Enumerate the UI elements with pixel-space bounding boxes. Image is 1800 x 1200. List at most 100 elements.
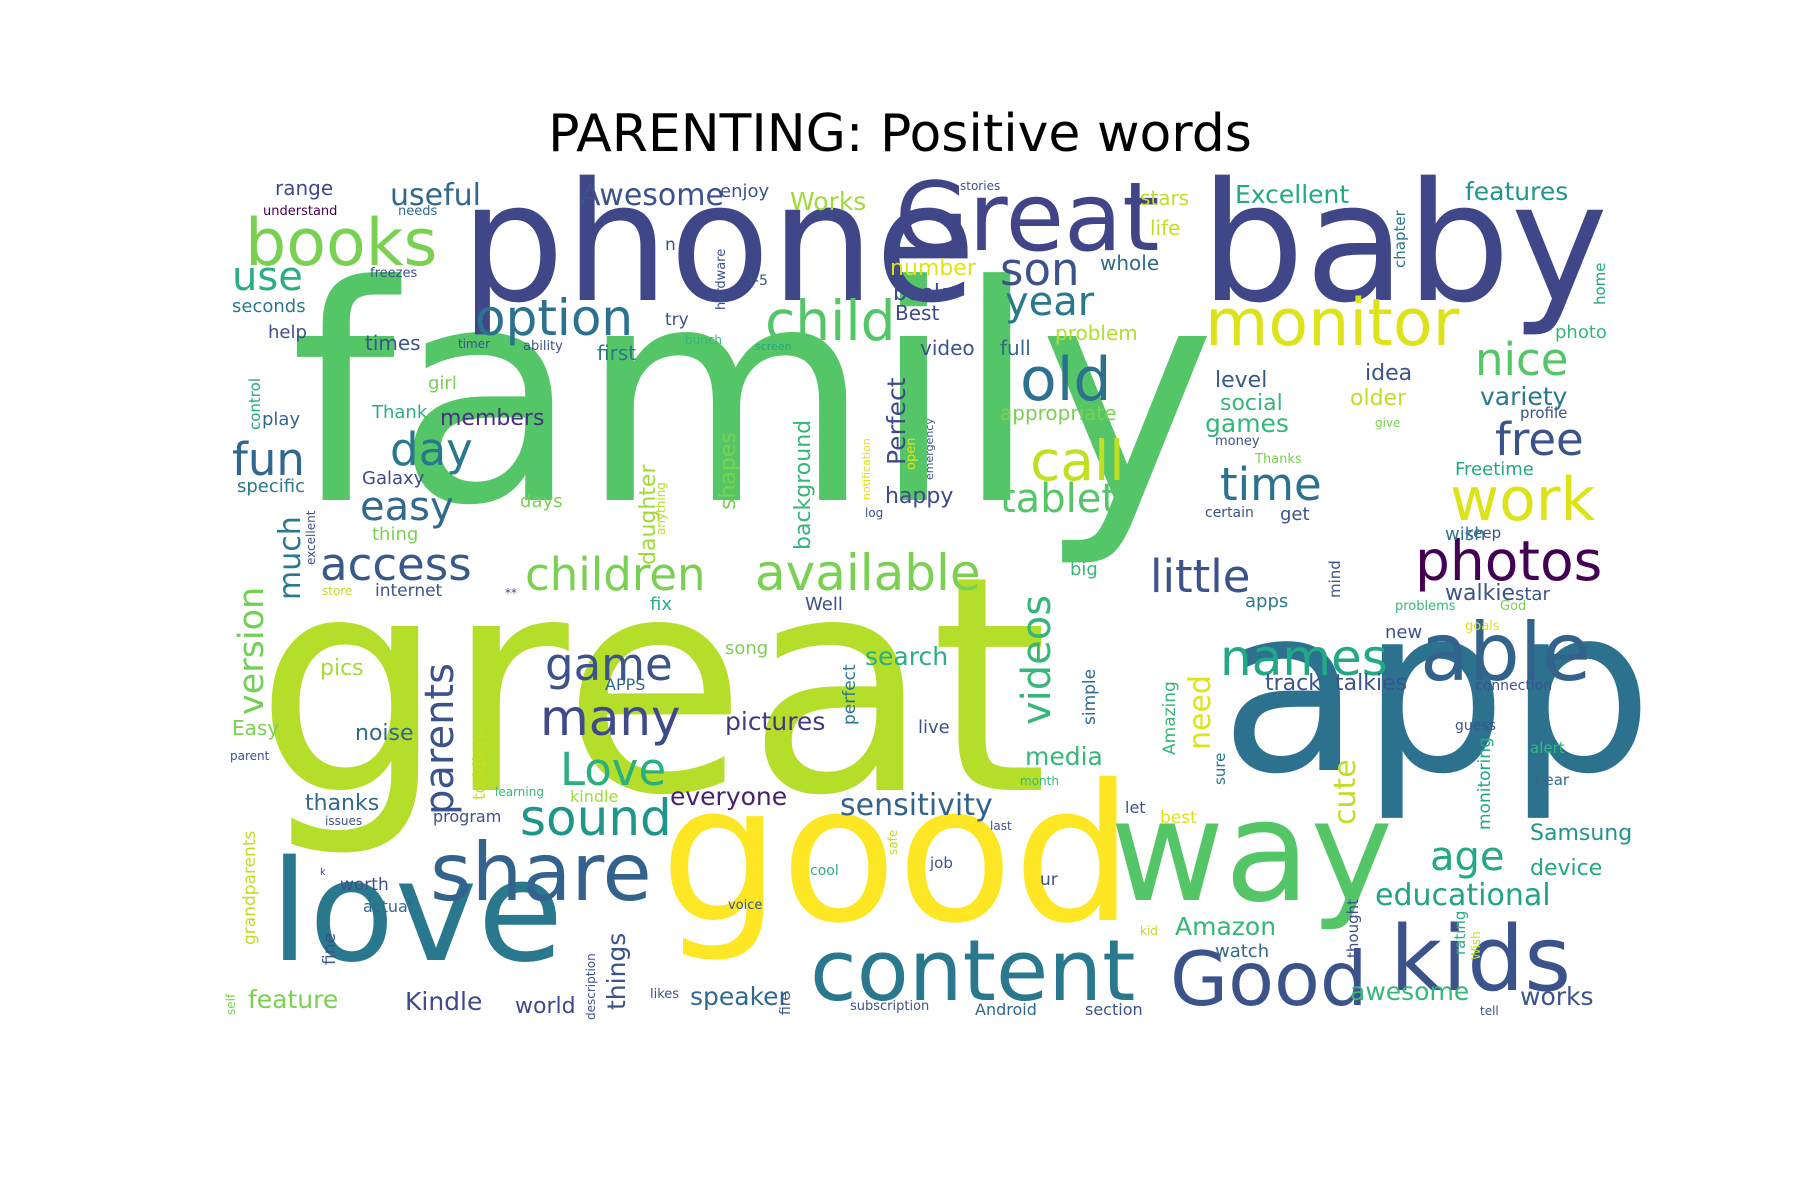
cloud-word: Great	[895, 163, 1160, 273]
cloud-word: let	[1125, 798, 1146, 817]
cloud-word: Awesome	[580, 178, 724, 213]
cloud-word: Kindle	[405, 987, 482, 1016]
cloud-word: Freetime	[1455, 459, 1534, 480]
cloud-word: grandparents	[240, 831, 260, 945]
cloud-word: enjoy	[720, 181, 769, 202]
cloud-word: n	[665, 235, 676, 255]
cloud-word: track	[1265, 671, 1321, 696]
cloud-word: live	[918, 717, 950, 738]
cloud-word: members	[440, 406, 544, 431]
cloud-word: thought	[1344, 899, 1362, 958]
cloud-word: social	[1220, 391, 1283, 416]
cloud-word: problem	[1055, 321, 1138, 345]
cloud-word: help	[268, 322, 307, 343]
cloud-word: idea	[1365, 361, 1412, 386]
cloud-word: new	[1385, 622, 1422, 643]
cloud-word: control	[246, 378, 264, 430]
cloud-word: good	[660, 744, 1134, 965]
cloud-word: goals	[1465, 619, 1500, 634]
cloud-word: everyone	[670, 782, 787, 811]
cloud-word: emergency	[923, 418, 936, 480]
cloud-word: books	[245, 206, 437, 281]
cloud-word: problems	[1395, 599, 1456, 614]
cloud-word: cool	[810, 863, 839, 879]
cloud-word: try	[665, 310, 689, 330]
cloud-word: toddlers	[470, 730, 490, 800]
cloud-word: description	[584, 953, 598, 1020]
cloud-word: issues	[325, 814, 362, 828]
cloud-word: chapter	[1391, 209, 1409, 268]
cloud-word: learning	[495, 785, 544, 799]
cloud-word: tell	[1480, 1004, 1499, 1018]
cloud-word: month	[1020, 774, 1059, 788]
cloud-word: children	[525, 548, 706, 601]
cloud-word: connection	[1475, 678, 1552, 694]
cloud-word: fine	[320, 933, 340, 965]
cloud-word: worth	[340, 875, 389, 895]
cloud-word: sure	[1211, 753, 1229, 785]
cloud-word: little	[1150, 550, 1250, 603]
cloud-word: k	[320, 867, 326, 878]
cloud-word: thing	[372, 524, 418, 545]
cloud-word: access	[320, 538, 472, 591]
cloud-word: app	[1220, 558, 1653, 825]
cloud-word: self	[224, 993, 238, 1015]
cloud-word: nice	[1475, 333, 1568, 386]
cloud-word: actual	[363, 897, 412, 916]
cloud-word: seconds	[232, 296, 306, 317]
cloud-word: days	[520, 491, 563, 512]
cloud-word: anything	[654, 482, 668, 535]
cloud-word: older	[1350, 386, 1407, 411]
cloud-word: share	[430, 826, 652, 919]
cloud-word: ur	[1040, 870, 1058, 890]
cloud-word: hardware	[714, 249, 729, 310]
cloud-word: store	[322, 584, 352, 598]
cloud-word: hear	[1535, 771, 1570, 789]
cloud-word: shapes	[716, 432, 741, 510]
cloud-word: free	[1495, 413, 1584, 466]
cloud-word: son	[1000, 243, 1080, 296]
cloud-word: best	[1160, 808, 1197, 828]
cloud-word: last	[990, 819, 1012, 833]
cloud-word: works	[1520, 982, 1594, 1011]
cloud-word: range	[275, 176, 333, 200]
cloud-word: give	[1375, 416, 1400, 430]
cloud-word: version	[232, 587, 272, 715]
cloud-word: likes	[650, 987, 679, 1002]
cloud-word: parents	[417, 663, 463, 815]
cloud-word: awesome	[1350, 977, 1469, 1006]
cloud-word: internet	[375, 581, 443, 601]
cloud-word: notification	[860, 438, 873, 500]
cloud-word: variety	[1480, 382, 1568, 411]
cloud-word: 3-5	[745, 273, 768, 289]
cloud-word: APPS	[605, 675, 645, 694]
cloud-word: available	[755, 544, 981, 602]
cloud-word: baby	[1200, 147, 1608, 339]
cloud-word: Works	[790, 187, 866, 216]
cloud-word: specific	[237, 476, 305, 497]
cloud-word: call	[1030, 429, 1125, 493]
cloud-word: apps	[1245, 591, 1288, 612]
cloud-word: work	[1450, 465, 1595, 535]
cloud-word: Good	[1170, 935, 1368, 1023]
cloud-word: song	[725, 638, 768, 659]
cloud-word: time	[1220, 458, 1322, 511]
cloud-word: bunch	[685, 333, 722, 347]
cloud-word: subscription	[850, 999, 929, 1014]
cloud-word: able	[1420, 606, 1591, 699]
cloud-word: number	[890, 256, 977, 281]
cloud-word: world	[515, 994, 576, 1019]
cloud-word: Best	[895, 301, 939, 325]
cloud-word: much	[273, 516, 308, 600]
cloud-word: videos	[1014, 595, 1060, 725]
cloud-word: Easy	[232, 716, 279, 740]
cloud-word: money	[1215, 434, 1260, 449]
cloud-word: search	[865, 642, 948, 671]
cloud-word: first	[597, 341, 636, 365]
cloud-word: talkies	[1335, 671, 1407, 696]
cloud-word: voice	[728, 898, 762, 913]
cloud-word: noise	[355, 721, 414, 746]
cloud-word: thanks	[305, 791, 379, 816]
cloud-word: get	[1280, 504, 1310, 525]
cloud-word: watch	[1215, 941, 1269, 962]
